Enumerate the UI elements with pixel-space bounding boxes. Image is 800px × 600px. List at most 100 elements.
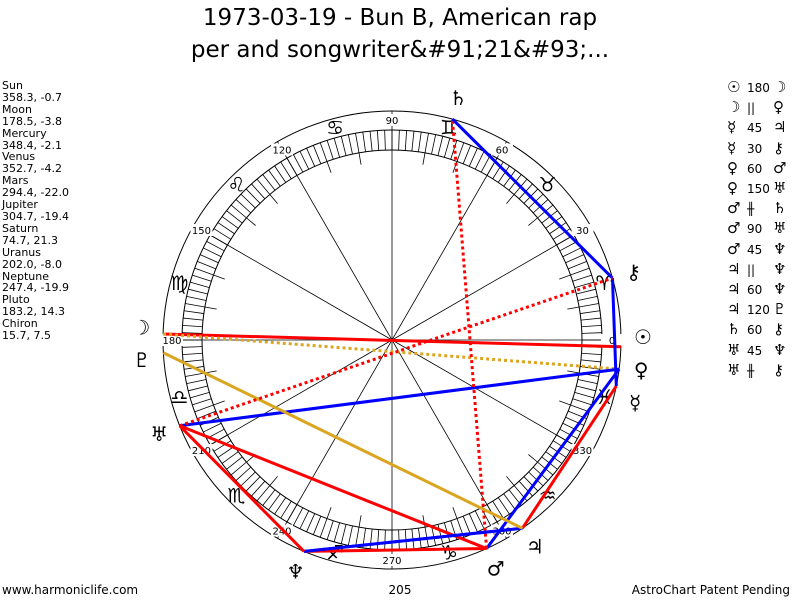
aspect-row: ♅ ╫ ⚷ [727, 361, 793, 381]
band-tick [468, 147, 478, 167]
band-tick [230, 204, 247, 219]
band-tick [262, 174, 276, 191]
aspect-line [162, 351, 524, 530]
degree-tick [246, 217, 256, 226]
band-tick [326, 520, 334, 540]
planet-position-sun: 358.3, -0.7 [2, 90, 62, 104]
planet-position-saturn: 74.7, 21.3 [2, 233, 58, 247]
degree-tick [506, 476, 515, 486]
band-tick [182, 346, 203, 348]
neptune-glyph-icon: ♆ [773, 259, 787, 278]
aspect-list: ☉ 180 ☽ ☽ || ♀ ☿ 45 ♃ ☿ 30 ⚷ ♀ 60 ♂ ♀ 150 ♅ ♂ ╫ ♄ ♂ 90 ♅ ♂ 45 ♆ ♃ ||… [727, 78, 793, 381]
band-tick [256, 178, 271, 195]
aspect-line [179, 424, 488, 550]
band-tick [274, 165, 287, 183]
band-tick [492, 161, 504, 180]
chiron-glyph-icon: ⚷ [773, 360, 784, 379]
center-value: 205 [388, 583, 412, 597]
band-tick [562, 422, 581, 433]
degree-label: 240 [272, 527, 291, 538]
sign-glyph-icon: ♌ [227, 172, 245, 196]
band-tick [319, 142, 328, 162]
band-tick [355, 133, 360, 153]
band-tick [312, 145, 322, 164]
degree-label: 330 [573, 446, 592, 457]
band-tick [183, 310, 204, 314]
planet-name-moon: Moon [2, 102, 32, 116]
website-link[interactable]: www.harmoniclife.com [2, 583, 139, 597]
band-tick [240, 471, 256, 487]
planet-name-mercury: Mercury [2, 126, 47, 140]
degree-tick [528, 217, 538, 226]
band-tick [431, 134, 437, 155]
degree-label-bg [601, 334, 623, 346]
aspect-line [179, 367, 620, 428]
planet-position-uranus: 202.0, -8.0 [2, 257, 62, 271]
aspect-line [303, 526, 523, 553]
venus-glyph-icon: ♀ [634, 358, 649, 382]
band-tick [197, 410, 216, 420]
sign-glyph-icon: ♎ [171, 385, 189, 409]
band-tick [188, 385, 208, 392]
band-tick [369, 131, 373, 152]
aspect-line [521, 385, 618, 530]
venus-glyph-icon: ♀ [727, 158, 738, 177]
band-tick [347, 525, 353, 546]
aspect-line [162, 332, 620, 371]
band-tick [183, 317, 204, 321]
mars-glyph-icon: ♂ [727, 219, 741, 238]
band-tick [203, 422, 222, 433]
mars-glyph-icon: ♂ [773, 158, 787, 177]
planet-name-jupiter: Jupiter [2, 198, 38, 212]
band-tick [251, 183, 266, 200]
band-tick [183, 359, 204, 363]
band-tick [572, 398, 592, 406]
band-tick [570, 404, 590, 413]
degree-tick [358, 152, 362, 165]
band-tick [456, 142, 465, 162]
band-tick [574, 391, 594, 399]
degree-label: 150 [192, 226, 211, 237]
band-tick [268, 169, 281, 187]
aspect-row: ♂ 45 ♆ [727, 240, 793, 260]
band-tick [182, 352, 203, 356]
band-tick [576, 385, 596, 392]
saturn-glyph-icon: ♄ [449, 86, 467, 110]
title-line-2: per and songwriter&#91;21&#93;... [190, 37, 610, 63]
band-tick [577, 379, 598, 385]
band-tick [384, 529, 386, 550]
band-tick [230, 461, 247, 476]
band-tick [226, 456, 243, 470]
degree-tick [528, 454, 538, 463]
sign-glyph-icon: ♋ [326, 115, 344, 139]
aspect-row: ♂ ╫ ♄ [727, 199, 793, 219]
band-tick [221, 451, 239, 464]
band-tick [185, 303, 205, 308]
degree-tick [358, 515, 362, 528]
degree-label-bg [190, 224, 213, 236]
band-tick [217, 222, 235, 235]
band-tick [462, 145, 472, 164]
degree-tick [269, 194, 278, 204]
band-tick [552, 228, 571, 240]
band-tick [574, 281, 594, 289]
band-tick [306, 147, 316, 167]
degree-label: 0 [609, 336, 615, 347]
band-tick [245, 188, 261, 204]
saturn-glyph-icon: ♄ [773, 199, 787, 218]
planet-position-pluto: 183.2, 14.3 [2, 305, 65, 319]
degree-label: 270 [382, 556, 401, 567]
band-tick [580, 359, 601, 363]
degree-label-bg [381, 114, 403, 126]
planet-position-mars: 294.4, -22.0 [2, 186, 69, 200]
band-tick [235, 466, 252, 481]
planet-position-mercury: 348.4, -2.1 [2, 138, 62, 152]
mars-glyph-icon: ♂ [487, 557, 505, 581]
band-tick [450, 140, 458, 160]
band-tick [528, 471, 544, 487]
band-tick [565, 416, 585, 426]
band-tick [347, 134, 353, 155]
sign-glyph-icon: ♏ [227, 484, 245, 508]
neptune-glyph-icon: ♆ [773, 280, 787, 299]
aspect-type: 90 [747, 222, 763, 237]
